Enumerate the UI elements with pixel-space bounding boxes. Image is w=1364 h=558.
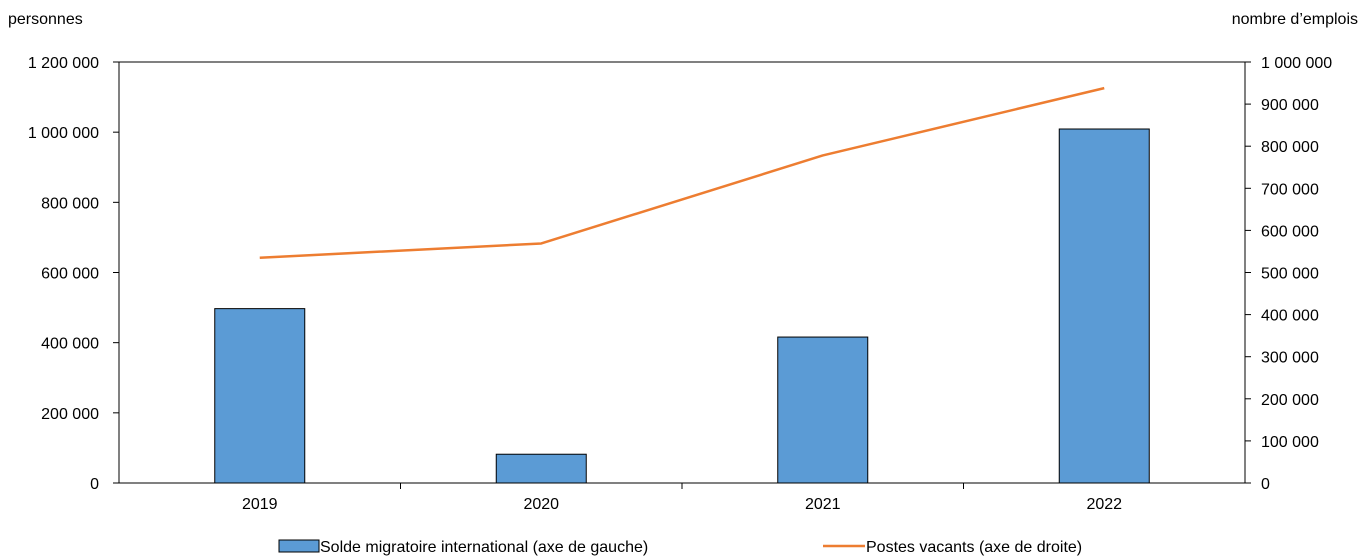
right-axis-tick-label: 200 000 xyxy=(1261,392,1319,409)
x-axis-tick-label: 2019 xyxy=(242,496,278,513)
left-axis-tick-label: 1 200 000 xyxy=(28,55,99,72)
line-series xyxy=(259,86,1105,260)
bar xyxy=(1058,128,1150,484)
right-axis-tick-label: 300 000 xyxy=(1261,350,1319,367)
right-axis-unit-label: nombre d’emplois xyxy=(1232,11,1358,28)
legend-bar-label: Solde migratoire international (axe de g… xyxy=(320,539,648,556)
left-axis-tick-label: 1 000 000 xyxy=(28,125,99,142)
right-axis-tick-label: 800 000 xyxy=(1261,139,1319,156)
left-axis: 0 200 000 400 000 600 000 800 000 1 000 000 1 … xyxy=(28,55,119,493)
line-series-path xyxy=(259,86,1105,260)
left-axis-unit-label: personnes xyxy=(8,11,83,28)
x-axis-tick-label: 2020 xyxy=(523,496,559,513)
left-axis-tick-label: 0 xyxy=(90,476,99,493)
bar xyxy=(777,336,869,484)
right-axis-tick-label: 400 000 xyxy=(1261,308,1319,325)
legend: Solde migratoire international (axe de g… xyxy=(278,539,1082,556)
bar-series xyxy=(214,128,1150,484)
right-axis-tick-label: 100 000 xyxy=(1261,434,1319,451)
x-axis-tick-label: 2022 xyxy=(1086,496,1122,513)
right-axis-tick-label: 600 000 xyxy=(1261,223,1319,240)
left-axis-tick-label: 200 000 xyxy=(41,406,99,423)
right-axis-tick-label: 500 000 xyxy=(1261,266,1319,283)
legend-bar-swatch xyxy=(278,539,320,553)
x-axis-tick-label: 2021 xyxy=(805,496,841,513)
right-axis: 0 100 000 200 000 300 000 400 000 500 000 600 … xyxy=(1245,55,1332,493)
right-axis-tick-label: 900 000 xyxy=(1261,97,1319,114)
left-axis-tick-label: 600 000 xyxy=(41,266,99,283)
left-axis-tick-label: 400 000 xyxy=(41,336,99,353)
x-axis: 2019 2020 2021 2022 xyxy=(242,483,1122,513)
right-axis-tick-label: 0 xyxy=(1261,476,1270,493)
right-axis-tick-label: 1 000 000 xyxy=(1261,55,1332,72)
right-axis-tick-label: 700 000 xyxy=(1261,181,1319,198)
bar xyxy=(214,308,306,484)
left-axis-tick-label: 800 000 xyxy=(41,195,99,212)
bar xyxy=(495,453,587,484)
legend-line-label: Postes vacants (axe de droite) xyxy=(866,539,1082,556)
